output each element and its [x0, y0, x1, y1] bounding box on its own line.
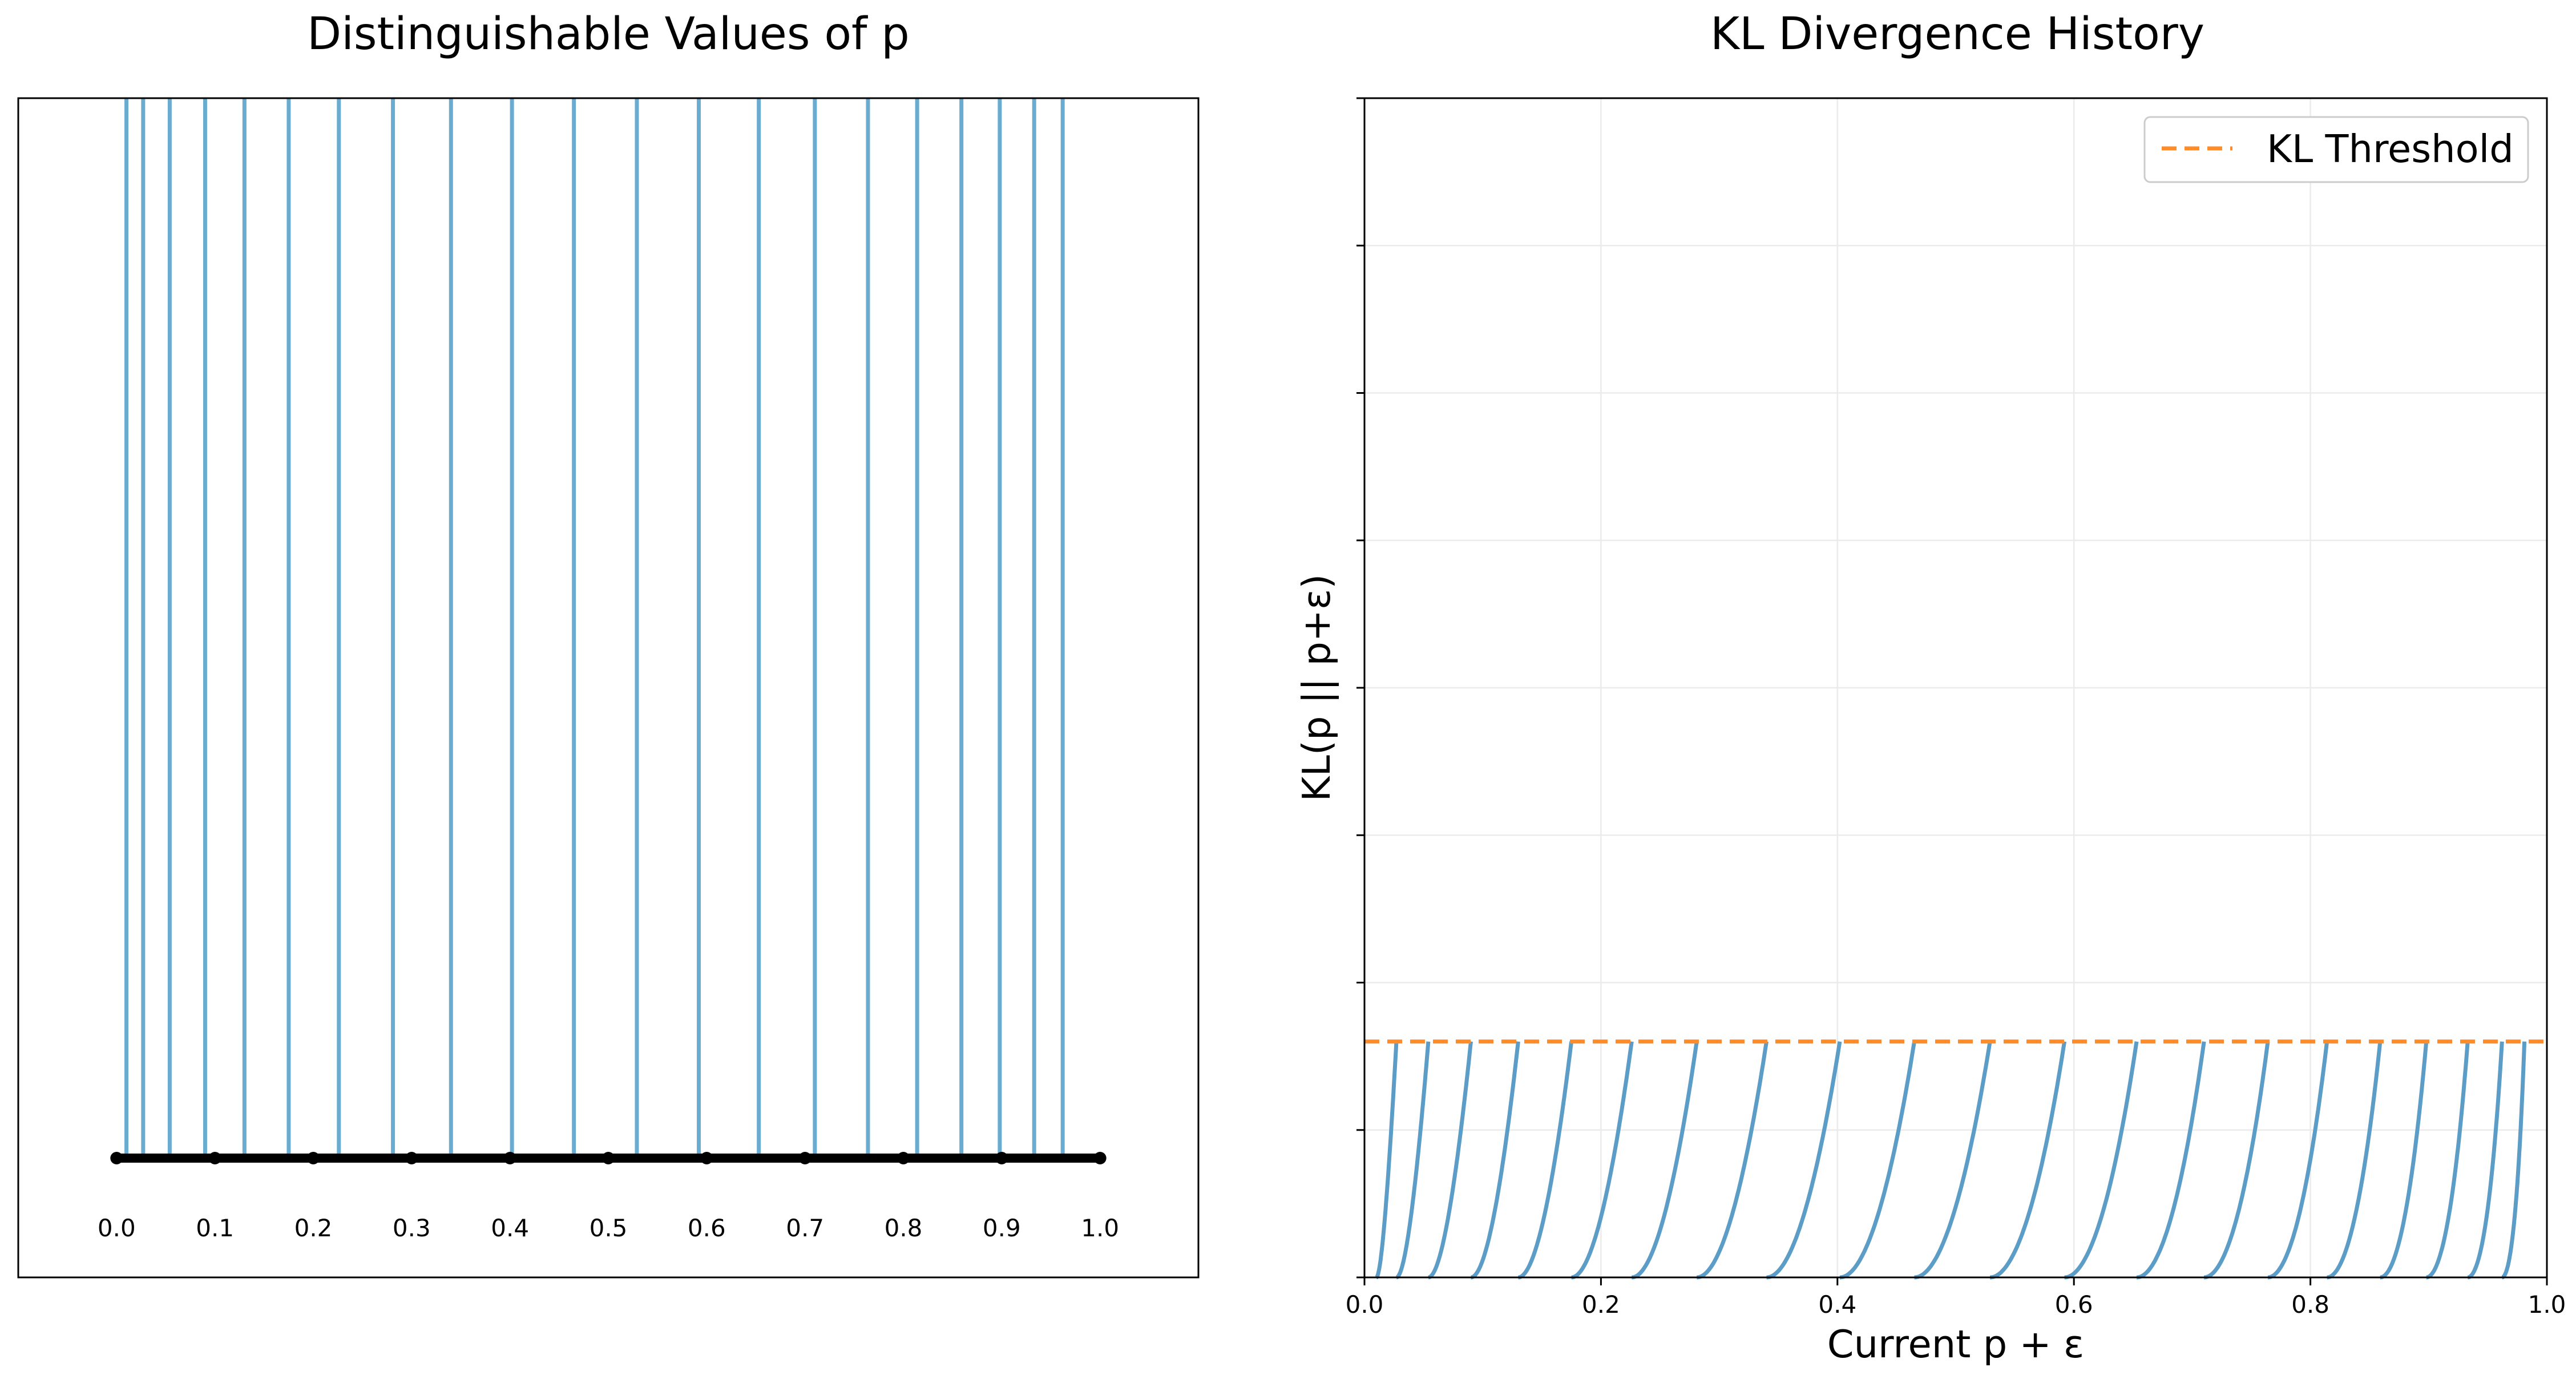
left-tick-labels: 0.0 0.1 0.2 0.3 0.4 0.5 0.6 0.7 0.8 0.9 1.0: [98, 1214, 1119, 1242]
right-grid: [1363, 97, 2548, 1279]
right-kl-curves: [1375, 1041, 2527, 1280]
right-x-ticks: 0.0 0.2 0.4 0.6 0.8 1.0: [1346, 1277, 2566, 1318]
kl-curve-20: [2501, 1041, 2527, 1280]
x-tick-label-4: 0.8: [2291, 1291, 2329, 1318]
kl-curve-3: [1471, 1041, 1520, 1280]
left-tick-label-5: 0.5: [590, 1214, 628, 1242]
baseline-point-8: [897, 1152, 910, 1164]
right-chart-kl-divergence: KL Divergence History 0.0 0.2 0.4 0.6 0.8 1.0…: [1294, 9, 2566, 1366]
baseline-point-4: [503, 1152, 516, 1164]
left-baseline-axis: [110, 1152, 1107, 1164]
baseline-point-2: [307, 1152, 320, 1164]
kl-curve-7: [1697, 1041, 1769, 1280]
baseline-point-5: [602, 1152, 615, 1164]
baseline-point-0: [110, 1152, 123, 1164]
left-tick-label-9: 0.9: [983, 1214, 1021, 1242]
kl-curve-5: [1571, 1041, 1634, 1280]
left-tick-label-0: 0.0: [98, 1214, 136, 1242]
baseline-point-1: [208, 1152, 221, 1164]
left-tick-label-6: 0.6: [688, 1214, 726, 1242]
x-tick-label-2: 0.4: [1818, 1291, 1856, 1318]
x-tick-label-1: 0.2: [1582, 1291, 1620, 1318]
x-tick-label-5: 1.0: [2528, 1291, 2566, 1318]
kl-curve-0: [1375, 1041, 1399, 1280]
left-tick-label-8: 0.8: [885, 1214, 923, 1242]
left-tick-label-10: 1.0: [1081, 1214, 1119, 1242]
left-tick-label-2: 0.2: [294, 1214, 333, 1242]
x-tick-label-0: 0.0: [1346, 1291, 1384, 1318]
baseline-point-7: [798, 1152, 811, 1164]
baseline-point-10: [1093, 1152, 1107, 1164]
kl-curve-2: [1428, 1041, 1473, 1280]
kl-curve-18: [2426, 1041, 2470, 1280]
kl-curve-8: [1766, 1041, 1842, 1280]
kl-curve-10: [1914, 1041, 1992, 1280]
kl-curve-4: [1518, 1041, 1574, 1280]
kl-curve-9: [1839, 1041, 1916, 1280]
kl-curve-1: [1396, 1041, 1431, 1280]
kl-curve-11: [1989, 1041, 2067, 1280]
left-tick-label-7: 0.7: [786, 1214, 824, 1242]
kl-curve-6: [1632, 1041, 1699, 1280]
kl-curve-17: [2380, 1041, 2429, 1280]
left-chart-distinguishable-values: Distinguishable Values of p 0.0 0.1 0.2 0.3…: [17, 9, 1200, 1279]
left-chart-title: Distinguishable Values of p: [307, 9, 910, 60]
kl-curve-16: [2327, 1041, 2383, 1280]
left-vertical-lines: [124, 98, 1065, 1158]
legend-threshold-label: KL Threshold: [2267, 127, 2514, 171]
right-x-axis-label: Current p + ε: [1827, 1322, 2084, 1366]
right-chart-title: KL Divergence History: [1710, 9, 2204, 60]
left-tick-label-3: 0.3: [393, 1214, 431, 1242]
right-y-ticks: [1356, 97, 1364, 1279]
legend-box: [2143, 116, 2529, 183]
kl-curve-13: [2136, 1041, 2206, 1280]
left-tick-label-4: 0.4: [491, 1214, 529, 1242]
kl-curve-15: [2267, 1041, 2329, 1280]
baseline-point-9: [995, 1152, 1008, 1164]
left-plot-frame: [17, 97, 1200, 1279]
kl-curve-19: [2467, 1041, 2504, 1280]
baseline-point-6: [700, 1152, 713, 1164]
x-tick-label-3: 0.6: [2055, 1291, 2093, 1318]
left-tick-label-1: 0.1: [196, 1214, 234, 1242]
legend: KL Threshold: [2143, 116, 2529, 183]
kl-curve-12: [2064, 1041, 2139, 1280]
kl-curve-14: [2203, 1041, 2270, 1280]
baseline-point-3: [405, 1152, 418, 1164]
right-y-axis-label: KL(p || p+ε): [1294, 574, 1339, 802]
